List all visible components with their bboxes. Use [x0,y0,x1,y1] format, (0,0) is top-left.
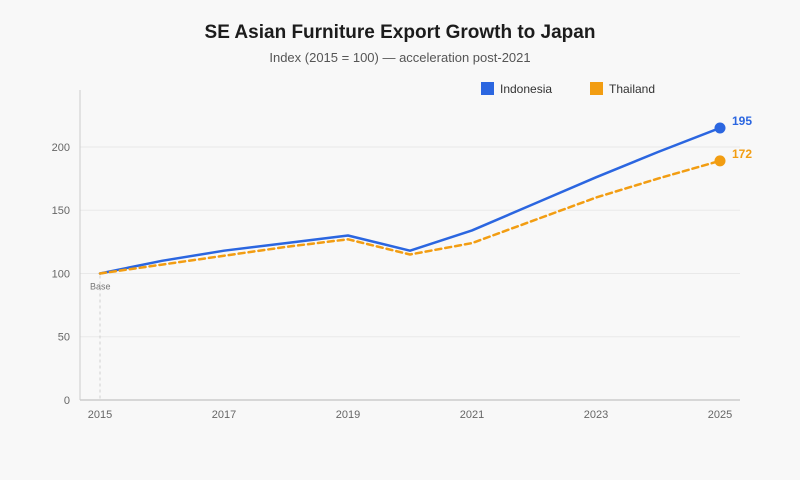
x-tick-label: 2021 [460,409,484,421]
annotations: Base [90,275,111,400]
legend-swatch-thailand [590,82,603,95]
x-tick-label: 2019 [336,409,360,421]
y-tick-label: 200 [52,142,70,154]
legend-label-thailand: Thailand [609,82,655,96]
y-tick-label: 150 [52,205,70,217]
series-line-thailand [98,159,722,275]
axes: 0 50 100 150 200 2015 2017 2019 2021 2023 2025 [52,90,740,421]
grid-lines [80,146,740,338]
series-end-label-thailand: 172 [732,147,752,161]
x-tick-label: 2025 [708,409,732,421]
series-lines: 195 172 [98,114,752,275]
chart-subtitle: Index (2015 = 100) — acceleration post-2… [269,50,530,65]
series-end-point-thailand [714,155,726,167]
x-tick-label: 2015 [88,409,112,421]
x-tick-label: 2017 [212,409,236,421]
x-tick-label: 2023 [584,409,608,421]
series-end-label-indonesia: 195 [732,114,752,128]
series-end-point-indonesia [714,122,726,134]
legend-swatch-indonesia [481,82,494,95]
base-annotation: Base [90,281,111,291]
y-tick-label: 0 [64,395,70,407]
series-line-indonesia [98,126,722,275]
legend-label-indonesia: Indonesia [500,82,552,96]
y-tick-label: 50 [58,332,70,344]
chart-title: SE Asian Furniture Export Growth to Japa… [205,22,596,43]
legend: Indonesia Thailand [481,82,655,96]
y-tick-label: 100 [52,268,70,280]
